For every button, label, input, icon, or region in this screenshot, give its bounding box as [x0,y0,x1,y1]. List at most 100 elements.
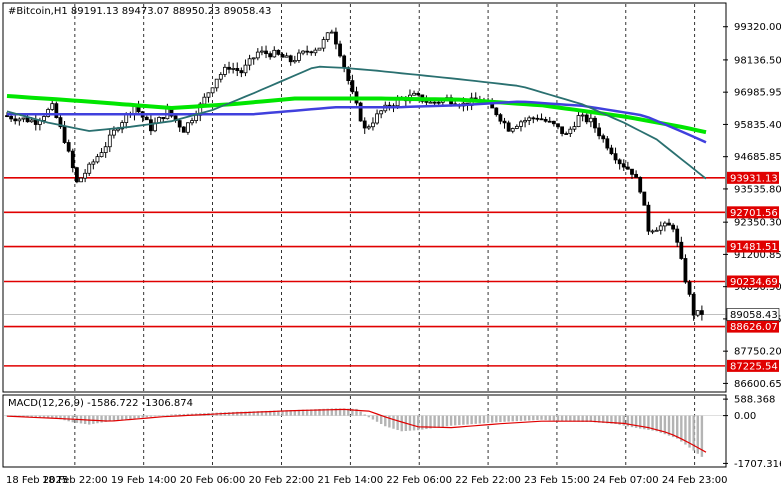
price-level-label: 88626.07 [730,322,778,333]
macd-bar [388,415,391,428]
candle-body [284,55,289,58]
macd-bar [260,411,264,416]
macd-bar [186,413,190,416]
y-tick-label: 96985.95 [734,88,781,99]
macd-bar [466,415,469,425]
candle-body [523,120,527,123]
macd-bar [425,415,428,430]
y-tick-label: 87750.20 [734,347,781,358]
x-tick-label: 18 Feb 2025 [6,475,68,486]
macd-bar [421,415,424,430]
candle-body [535,117,540,120]
macd-bar [630,415,634,428]
macd-bar [515,415,519,422]
candle-body [5,115,9,118]
candle-body [543,119,548,122]
macd-bar [556,415,560,421]
candle-body [54,103,59,119]
candle-body [416,92,421,96]
macd-bar [104,415,107,422]
candle-body [346,67,351,82]
macd-bar [42,415,46,418]
macd-bar [540,415,543,420]
macd-bar [495,415,498,423]
candle-body [371,122,375,128]
candle-body [506,122,511,132]
macd-bar [618,415,621,425]
current-price-label: 89058.43 [730,310,778,321]
candle-body [424,100,429,103]
moving-average-line [6,94,707,135]
price-level-tag [727,320,779,333]
candle-body [584,114,589,123]
candle-body [181,126,186,133]
macd-bar [602,415,605,424]
candle-body [634,173,638,178]
x-tick-label: 24 Feb 23:00 [662,475,728,486]
candle-body [638,177,643,193]
candle-body [560,126,564,134]
candle-body [75,167,79,183]
macd-bar [482,415,486,424]
candle-body [247,58,252,66]
macd-bar [548,415,551,421]
macd-bar [544,415,547,421]
candle-body [87,163,92,174]
candle-body [621,163,626,168]
macd-bar [162,415,165,416]
candle-body [551,120,556,125]
candle-body [568,128,573,135]
candle-body [29,119,34,123]
macd-bar [462,415,465,425]
macd-y-tick-label: -1707.316 [734,459,781,470]
candle-body [379,110,384,115]
macd-bar [392,415,395,429]
candle-body [218,74,223,80]
macd-bar [141,415,144,418]
candle-body [79,177,83,183]
macd-bar [659,415,662,433]
candle-body [605,138,610,149]
macd-bar [129,415,132,419]
macd-bar [449,415,453,426]
candle-body [675,228,680,243]
macd-bar [597,415,601,423]
price-level-label: 87225.54 [730,361,778,372]
candle-body [527,117,532,121]
main-chart-header: #Bitcoin,H1 89191.13 89473.07 88950.23 8… [8,6,271,17]
candle-body [227,66,231,70]
candle-body [50,103,55,110]
macd-bar [458,415,461,426]
price-level-label: 93931.13 [730,173,778,184]
x-tick-label: 20 Feb 22:00 [249,475,315,486]
macd-bar [112,415,116,421]
candle-body [593,117,597,129]
macd-bar [589,415,593,423]
macd-bar [120,415,124,420]
candle-body [547,120,552,123]
x-tick-label: 18 Feb 22:00 [42,475,108,486]
macd-bar [145,415,148,418]
candle-body [235,68,240,71]
main-levels [4,177,725,367]
x-tick-label: 19 Feb 14:00 [111,475,177,486]
candle-body [338,43,342,57]
candle-body [625,166,630,170]
macd-bar [297,409,301,416]
macd-bar [639,415,642,429]
candle-body [112,129,116,136]
candle-body [25,117,30,123]
macd-bar [577,415,580,422]
candle-body [514,125,519,129]
macd-bar [256,411,260,416]
candle-body [186,122,190,133]
candle-body [301,50,305,54]
macd-bar [569,415,572,422]
candle-body [313,49,318,54]
macd-bar [116,415,120,421]
y-tick-label: 91200.85 [734,250,781,261]
candle-body [432,101,437,104]
candle-body [695,310,700,316]
macd-bar [153,415,157,417]
price-level-tag [727,206,779,219]
